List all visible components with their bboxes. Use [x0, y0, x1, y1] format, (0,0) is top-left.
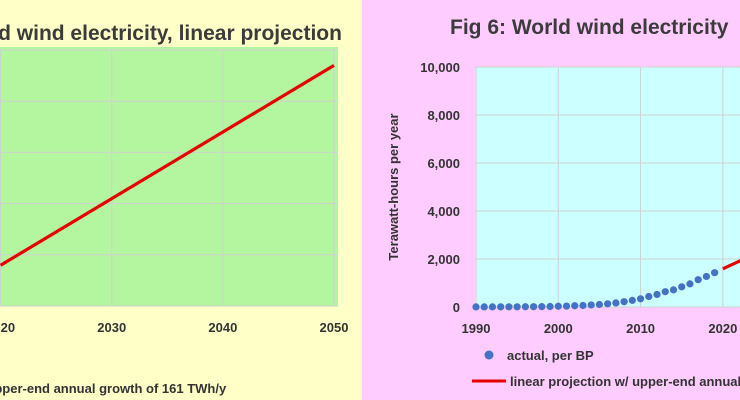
- y-tick-label: 10,000: [420, 60, 460, 75]
- data-point: [472, 303, 480, 311]
- projection-line: [722, 259, 740, 271]
- series-group: [0, 63, 335, 267]
- y-tick-label: 2,000: [427, 252, 460, 267]
- projection-line: [0, 63, 335, 267]
- data-point: [612, 299, 620, 307]
- data-point: [694, 276, 702, 284]
- data-point: [488, 303, 497, 311]
- x-tick-label: 2030: [97, 320, 126, 335]
- series-group: [472, 259, 740, 311]
- data-point: [521, 303, 529, 311]
- data-point: [636, 295, 645, 303]
- data-point: [587, 301, 595, 309]
- x-tick-label: 2000: [544, 321, 573, 336]
- data-point: [661, 288, 669, 296]
- data-point: [620, 298, 628, 306]
- data-point: [595, 300, 604, 309]
- data-point: [513, 303, 521, 311]
- legend-label-projection: Linear projection w/ upper-end annual gr…: [0, 381, 227, 396]
- chart-title: Fig 5: World wind electricity, linear pr…: [0, 22, 342, 45]
- x-tick-label: 1990: [462, 321, 491, 336]
- x-tick-label: 2020: [0, 320, 15, 335]
- x-tick-label: 2050: [320, 320, 349, 335]
- plot-area: [475, 67, 740, 307]
- chart-title: Fig 6: World wind electricity: [450, 16, 729, 39]
- data-point: [678, 283, 686, 291]
- data-point: [579, 301, 587, 310]
- x-tick-label: 2040: [208, 320, 237, 335]
- data-point: [505, 303, 513, 311]
- data-point: [711, 269, 719, 277]
- chart-fig5: 2020 2030 2040 2050 Fig 5: World wind elect…: [0, 22, 348, 396]
- data-point: [571, 302, 579, 310]
- data-point: [645, 292, 653, 301]
- legend-label-projection: linear projection w/ upper-end annual gr…: [510, 374, 740, 389]
- y-axis-title: Terawatt-hours per year: [386, 113, 401, 260]
- plot-area: [0, 47, 338, 306]
- y-tick-label: 6,000: [427, 156, 460, 171]
- data-point: [653, 290, 661, 299]
- x-tick-label: 2020: [708, 321, 737, 336]
- x-tick-labels: 1990 2000 2010 2020: [462, 321, 738, 336]
- y-tick-label: 8,000: [427, 108, 460, 123]
- x-tick-label: 2010: [626, 321, 655, 336]
- data-point: [546, 302, 554, 311]
- data-point: [702, 272, 710, 281]
- chart-panel-left: 2020 2030 2040 2050 Fig 5: World wind elect…: [0, 0, 362, 400]
- legend-label-actual: actual, per BP: [507, 348, 594, 363]
- data-point: [480, 303, 488, 311]
- legend-marker-actual: [484, 350, 494, 360]
- y-tick-labels: 0 2,000 4,000 6,000 8,000 10,000: [420, 60, 460, 315]
- data-point: [530, 303, 538, 311]
- x-tick-labels: 2020 2030 2040 2050: [0, 320, 348, 335]
- data-point: [686, 280, 694, 288]
- data-point: [669, 286, 678, 294]
- data-point: [604, 300, 612, 308]
- data-point: [554, 302, 562, 310]
- data-point: [538, 303, 546, 311]
- data-point: [497, 303, 505, 311]
- y-tick-label: 4,000: [427, 204, 460, 219]
- chart-panel-right: 0 2,000 4,000 6,000 8,000 10,000 1990 2000 2010…: [362, 0, 740, 400]
- chart-fig6: 0 2,000 4,000 6,000 8,000 10,000 1990 2000 2010…: [386, 16, 740, 389]
- data-point: [562, 302, 571, 310]
- y-tick-label: 0: [453, 300, 460, 315]
- data-point: [628, 296, 636, 304]
- gridlines: [0, 49, 338, 307]
